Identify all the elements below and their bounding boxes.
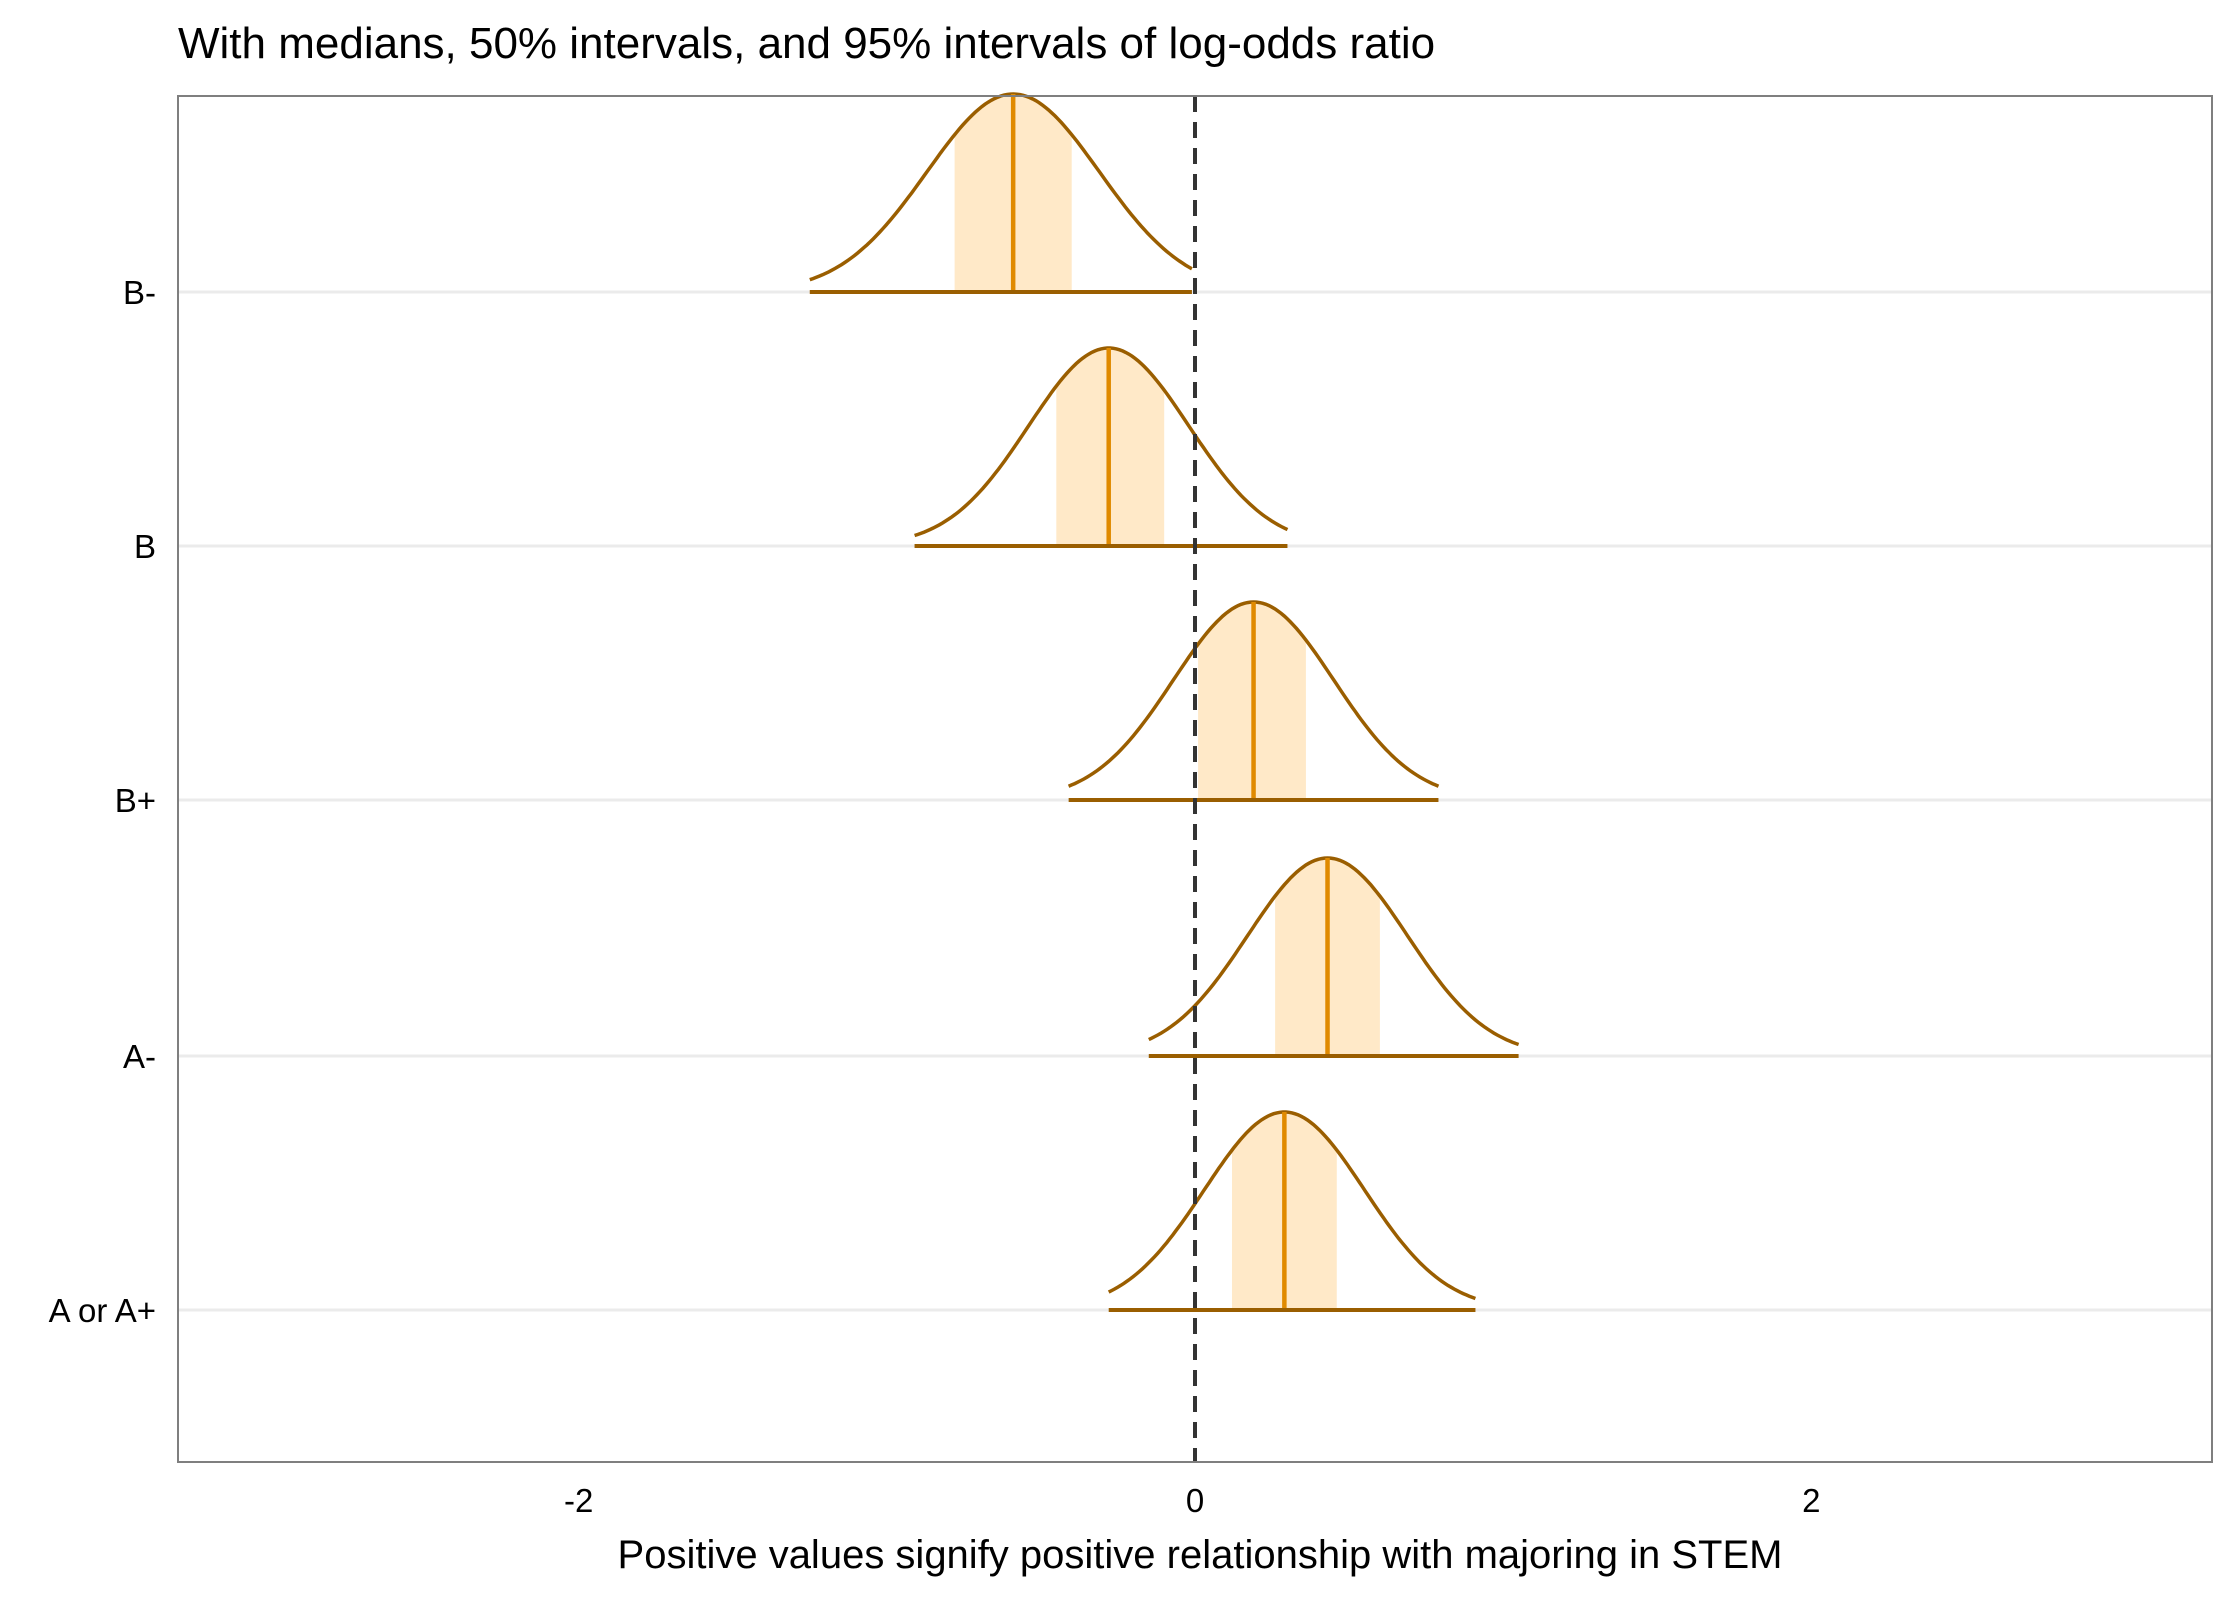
x-tick-label: 0 [1186,1482,1204,1519]
ridge-b- [1067,600,1440,802]
ridge-b- [809,92,1193,294]
ridge-layer [809,92,1520,1312]
category-label: B+ [115,782,156,819]
panel-border [177,95,2213,1463]
x-axis-ticks: -2 0 2 [564,1482,1821,1519]
ridge-a-or-a- [1107,1110,1477,1312]
category-label: B- [123,274,156,311]
chart-title: With medians, 50% intervals, and 95% int… [178,19,1435,68]
category-label: A- [123,1038,156,1075]
y-axis-categories: B- B B+ A- A or A+ [49,274,156,1329]
category-label: B [134,528,156,565]
x-axis-title: Positive values signify positive relatio… [618,1533,1783,1577]
density-curve [1148,856,1520,1047]
x-tick-label: -2 [564,1482,593,1519]
x-tick-label: 2 [1802,1482,1820,1519]
density-curve [914,346,1289,538]
ridge-b [914,346,1289,548]
ridge-a- [1148,856,1520,1058]
category-label: A or A+ [49,1292,156,1329]
density-curve [1107,1110,1477,1301]
